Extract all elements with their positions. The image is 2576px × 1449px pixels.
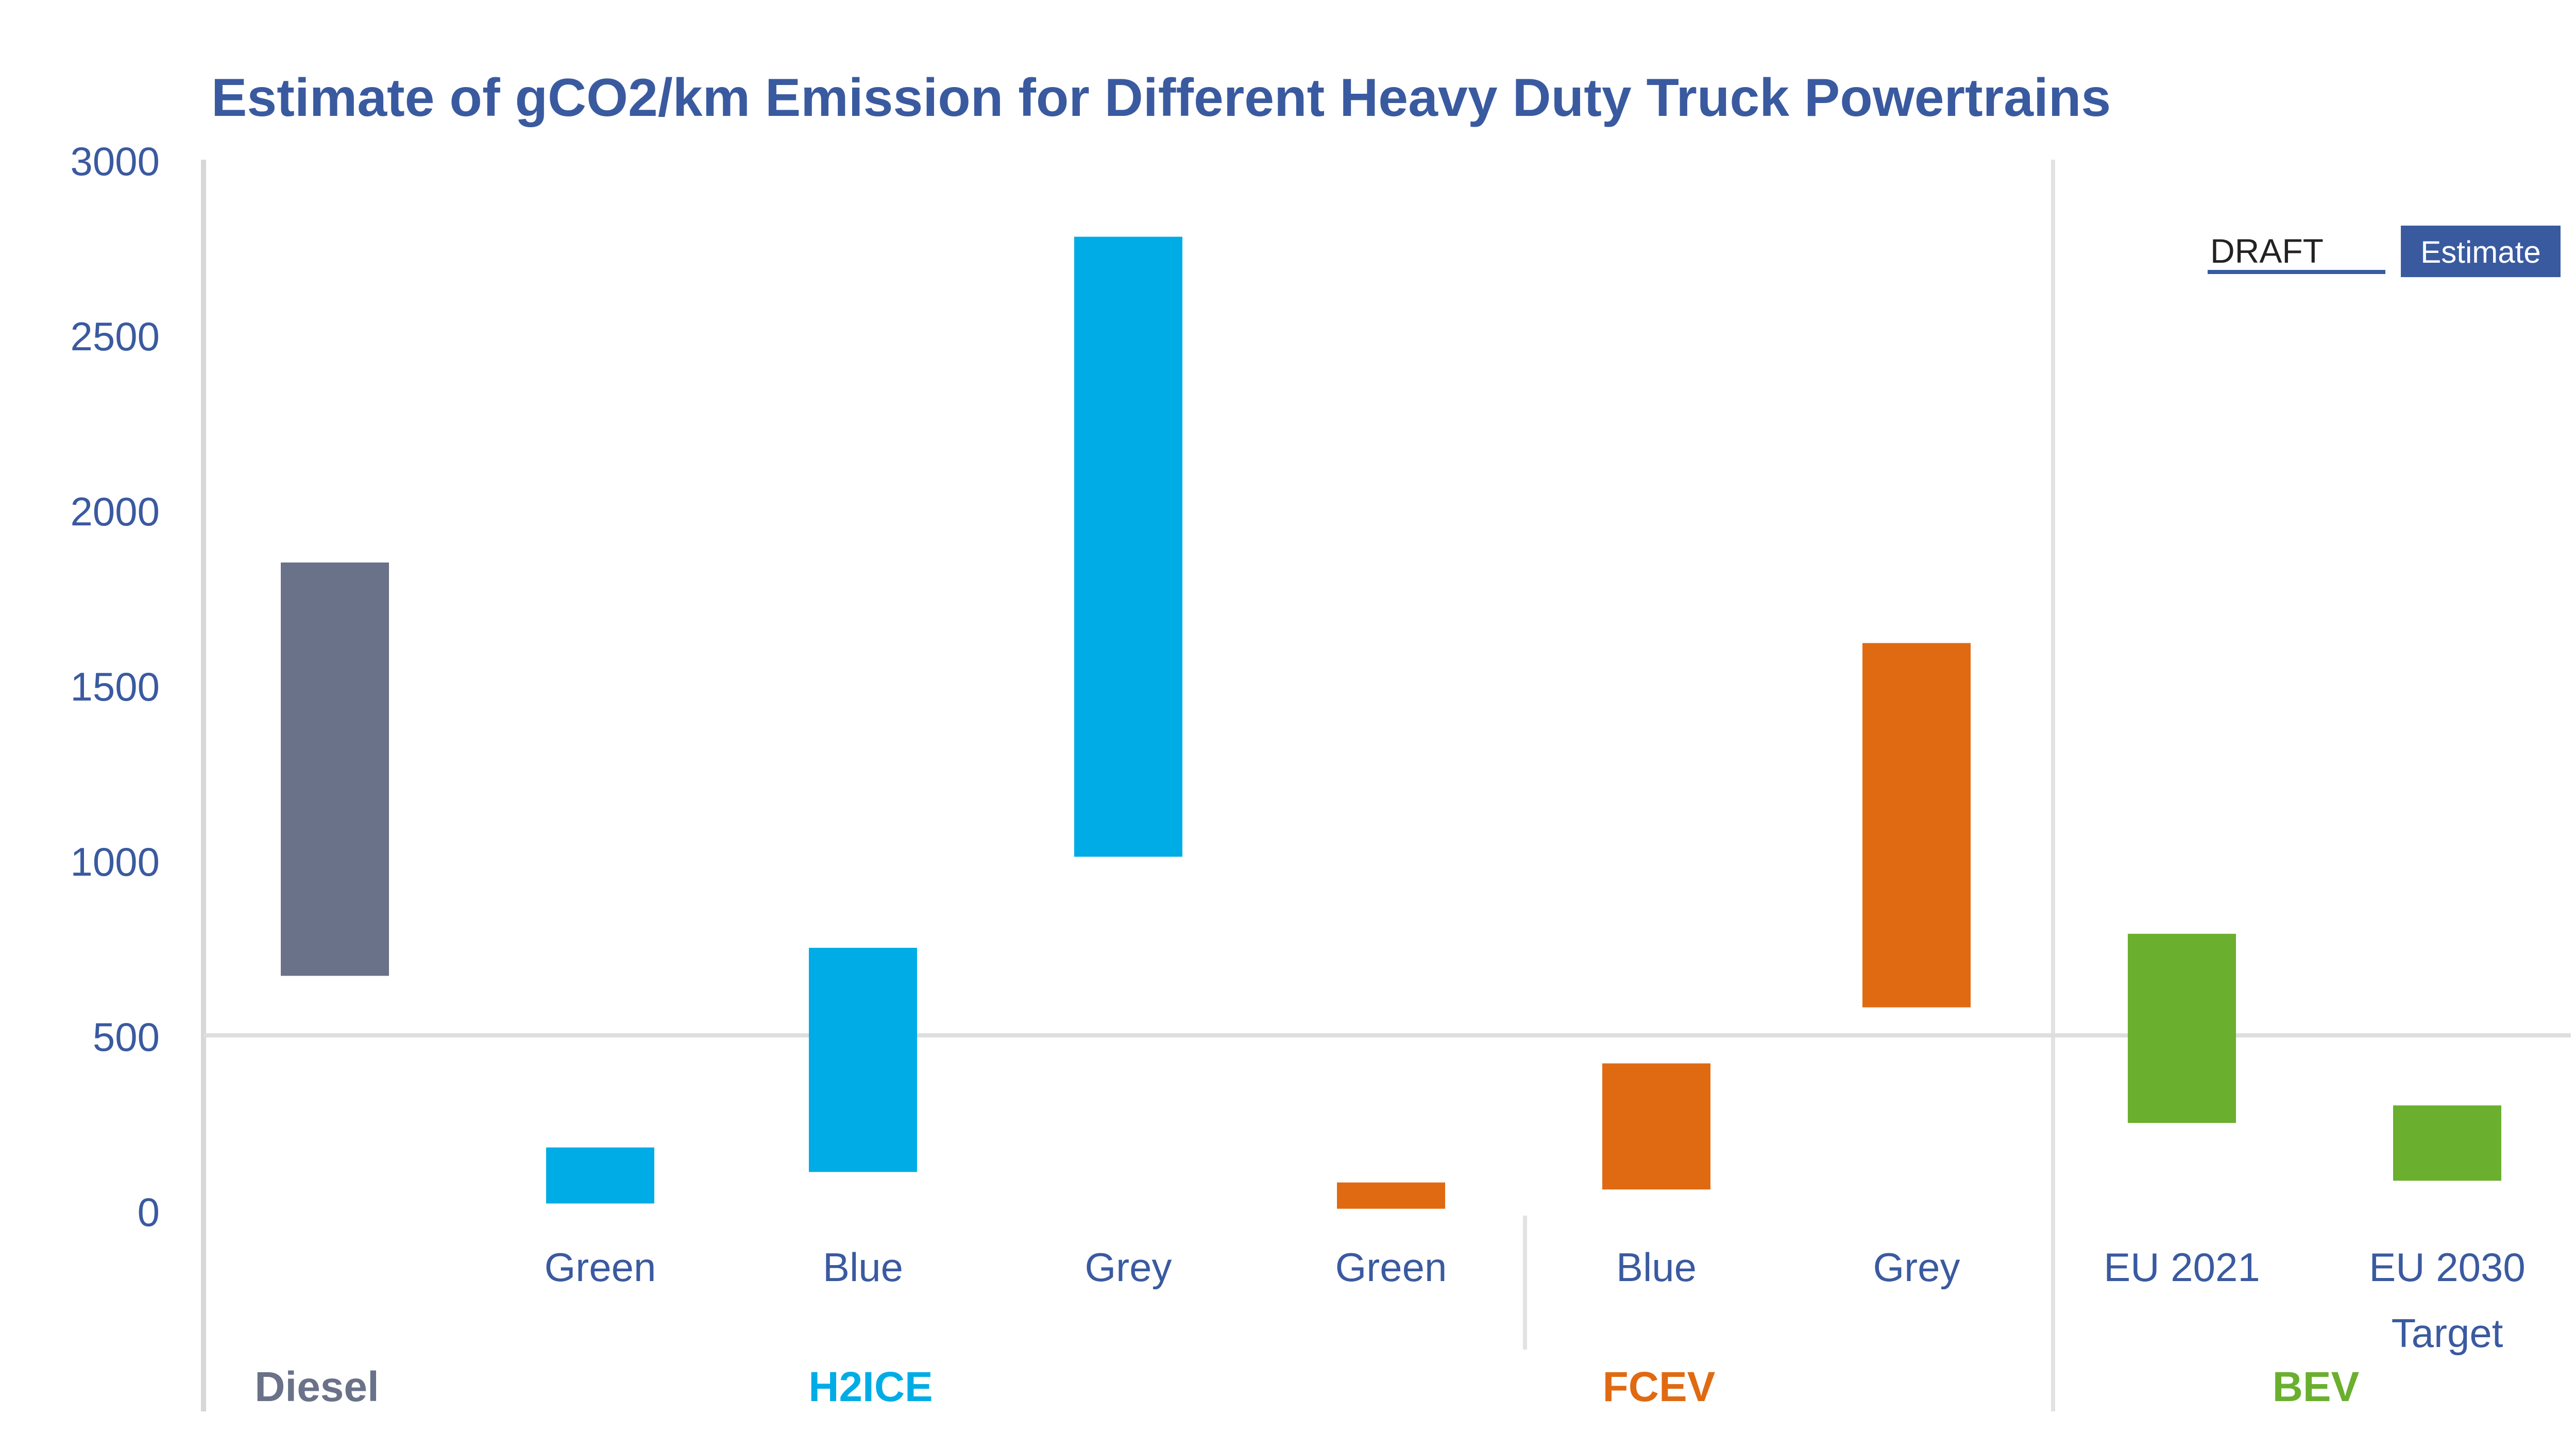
y-tick-label: 1000 — [70, 839, 160, 884]
bar — [546, 1147, 654, 1204]
bar — [1602, 1063, 1710, 1190]
category-label: Grey — [1873, 1245, 1960, 1290]
category-label: Blue — [1616, 1245, 1697, 1290]
bar — [809, 948, 917, 1172]
group-label: FCEV — [1603, 1363, 1716, 1410]
category-labels: Green Blue Grey Green Blue Grey EU 2021 EU 2030… — [545, 1245, 2526, 1356]
bar — [2128, 933, 2236, 1123]
category-label: EU 2030 — [2369, 1245, 2526, 1290]
chart-title: Estimate of gCO2/km Emission for Differe… — [211, 68, 2111, 128]
legend: DRAFT Estimate — [2208, 226, 2561, 277]
y-tick-label: 1500 — [70, 664, 160, 709]
y-tick-label: 0 — [138, 1189, 160, 1235]
bars — [281, 236, 2501, 1209]
y-tick-label: 2500 — [70, 314, 160, 359]
category-label-line2: Target — [2392, 1310, 2503, 1356]
bar — [281, 562, 389, 976]
category-label: Green — [545, 1245, 656, 1290]
group-label: Diesel — [255, 1363, 379, 1410]
bar — [1337, 1182, 1445, 1209]
y-tick-label: 2000 — [70, 489, 160, 534]
legend-label: DRAFT — [2210, 232, 2324, 270]
category-label: Green — [1335, 1245, 1447, 1290]
group-labels: Diesel H2ICE FCEV BEV — [255, 1363, 2359, 1410]
legend-swatch — [2401, 226, 2561, 277]
y-tick-label: 3000 — [70, 139, 160, 184]
category-label: Blue — [823, 1245, 903, 1290]
bar — [1074, 236, 1182, 857]
y-axis-ticks: 0 500 1000 1500 2000 2500 3000 — [70, 139, 160, 1235]
grid — [201, 160, 2571, 1411]
category-label: Grey — [1084, 1245, 1172, 1290]
legend-label: Estimate — [2420, 235, 2540, 269]
group-label: BEV — [2273, 1363, 2360, 1410]
bar — [2393, 1105, 2501, 1181]
group-label: H2ICE — [808, 1363, 933, 1410]
bar — [1862, 643, 1971, 1008]
y-tick-label: 500 — [93, 1014, 160, 1060]
category-label: EU 2021 — [2104, 1245, 2260, 1290]
